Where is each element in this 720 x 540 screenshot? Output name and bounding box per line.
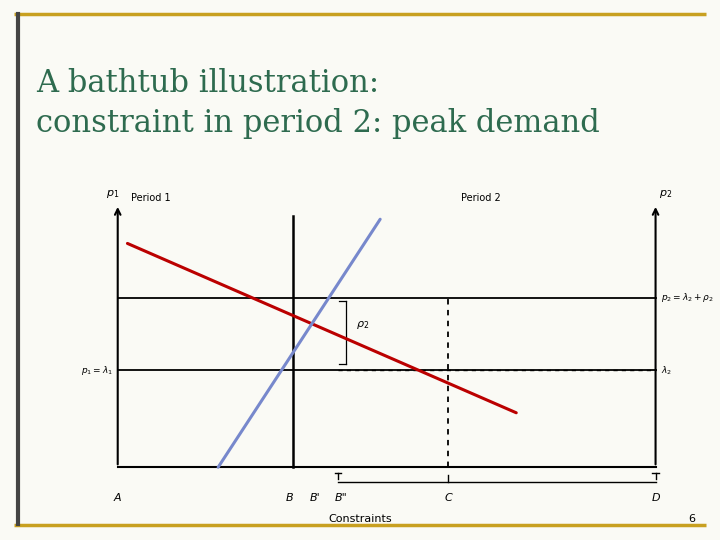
Text: Period 2: Period 2 <box>461 193 501 202</box>
Text: $p_2=\lambda_2+\rho_2$: $p_2=\lambda_2+\rho_2$ <box>661 292 714 305</box>
Text: B": B" <box>335 493 348 503</box>
Text: constraint in period 2: peak demand: constraint in period 2: peak demand <box>36 108 600 139</box>
Text: D: D <box>652 493 660 503</box>
Text: $\rho_2$: $\rho_2$ <box>356 319 369 331</box>
Text: $p_1$: $p_1$ <box>106 187 120 200</box>
Text: B': B' <box>310 493 320 503</box>
Text: $p_1=\lambda_1$: $p_1=\lambda_1$ <box>81 364 112 377</box>
Text: C: C <box>444 493 452 503</box>
Text: A: A <box>114 493 122 503</box>
Text: $p_2$: $p_2$ <box>659 187 672 200</box>
Text: Constraints: Constraints <box>328 515 392 524</box>
Text: Period 1: Period 1 <box>130 193 171 202</box>
Text: 6: 6 <box>688 515 695 524</box>
Text: A bathtub illustration:: A bathtub illustration: <box>36 68 379 98</box>
Text: $\lambda_2$: $\lambda_2$ <box>661 364 672 377</box>
Text: B: B <box>286 493 293 503</box>
